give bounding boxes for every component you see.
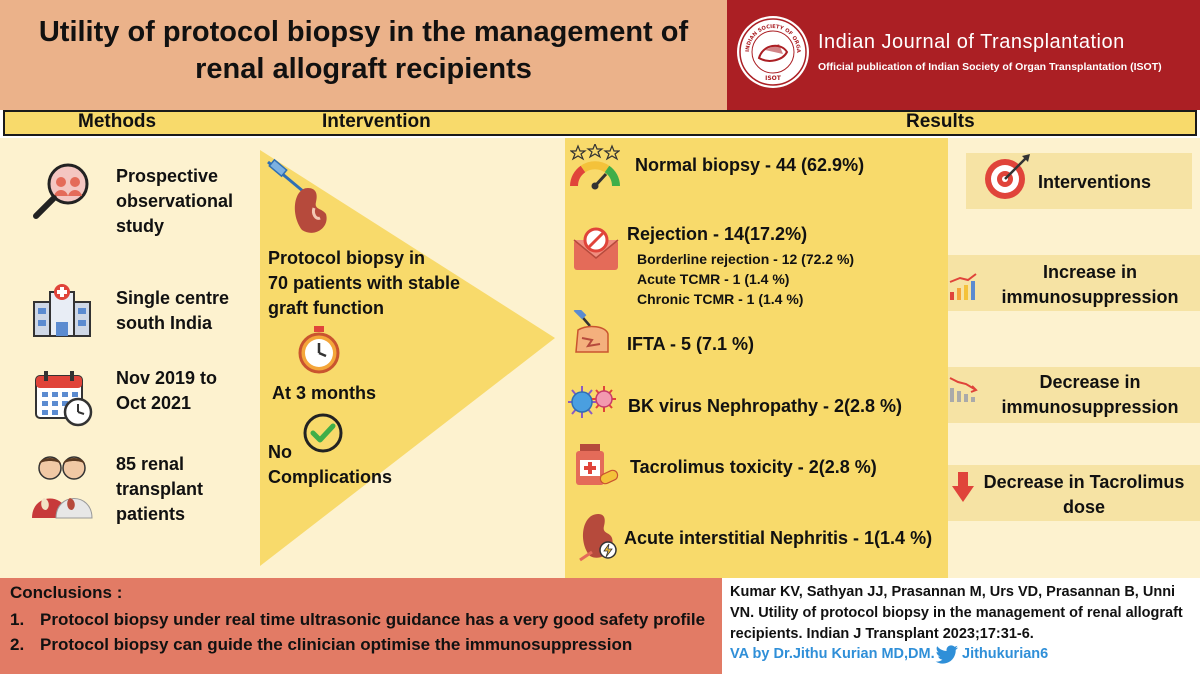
- rejected-mail-icon: [573, 227, 619, 270]
- title-band: [0, 0, 727, 110]
- result-normal: Normal biopsy - 44 (62.9%): [635, 155, 865, 175]
- calendar-clock-icon: [35, 371, 93, 427]
- check-circle-icon: [303, 413, 343, 453]
- section-header-bar: [3, 110, 1197, 136]
- down-arrow-icon: [952, 472, 974, 502]
- bar-chart-down-icon: [949, 377, 978, 402]
- decrease-box: [948, 367, 1200, 423]
- method-centre: Single centre south India: [116, 288, 230, 333]
- kidney-lightning-icon: [579, 514, 617, 562]
- interventions-title: Interventions: [1038, 172, 1152, 192]
- hospital-icon: [33, 284, 91, 337]
- virus-icon: [568, 386, 616, 418]
- twitter-bird-icon[interactable]: [935, 645, 959, 665]
- intervention-tacro-dose: Decrease in Tacrolimus dose: [983, 472, 1185, 517]
- result-acute-tcmr: Acute TCMR - 1 (1.4 %): [637, 271, 790, 287]
- result-ifta: IFTA - 5 (7.1 %): [627, 334, 755, 354]
- method-period: Nov 2019 to Oct 2021: [116, 368, 218, 413]
- gauge-stars-icon: [570, 144, 620, 190]
- method-patients: 85 renal transplant patients: [116, 454, 204, 524]
- methods-heading: Methods: [78, 111, 157, 132]
- target-icon: [985, 154, 1030, 199]
- method-study-type: Prospective observational study: [116, 166, 234, 236]
- result-bk-virus: BK virus Nephropathy - 2(2.8 %): [628, 396, 903, 416]
- increase-box: [948, 255, 1200, 311]
- journal-subtitle: Official publication of Indian Society o…: [818, 61, 1162, 73]
- results-panel: [565, 138, 948, 578]
- conclusion-item-1: 1. Protocol biopsy under real time ultras…: [10, 610, 706, 629]
- stopwatch-icon: [298, 326, 340, 374]
- intervention-complications: No Complications: [268, 442, 393, 487]
- twitter-handle[interactable]: Jithukurian6: [962, 646, 1049, 662]
- citation-panel: [722, 578, 1200, 674]
- result-tacrolimus: Tacrolimus toxicity - 2(2.8 %): [630, 457, 877, 477]
- result-rejection: Rejection - 14(17.2%): [627, 224, 808, 244]
- journal-name: Indian Journal of Transplantation: [818, 31, 1125, 53]
- citation-text: Kumar KV, Sathyan JJ, Prasannan M, Urs V…: [730, 584, 1183, 642]
- conclusions-title: Conclusions :: [10, 583, 123, 602]
- magnifier-people-icon: [33, 163, 89, 219]
- tacro-dose-box: [948, 465, 1200, 521]
- biopsy-needle-kidney-icon: [267, 158, 327, 233]
- medicine-bottle-icon: [576, 444, 619, 485]
- intervention-biopsy: Protocol biopsy in 70 patients with stab…: [268, 248, 461, 318]
- result-chronic-tcmr: Chronic TCMR - 1 (1.4 %): [637, 291, 804, 307]
- intervention-arrow: [260, 150, 555, 566]
- va-credit: VA by Dr.Jithu Kurian MD,DM.: [730, 646, 935, 662]
- intervention-decrease: Decrease in immunosuppression: [1001, 372, 1179, 417]
- conclusion-item-2: 2. Protocol biopsy can guide the clinicia…: [10, 635, 633, 654]
- results-heading: Results: [906, 111, 975, 132]
- bar-chart-up-icon: [949, 273, 977, 300]
- logo-bottom-text: ISOT: [765, 75, 782, 82]
- isot-logo-icon: INDIAN SOCIETY OF ORGAN TRANSPLANTATION …: [735, 14, 809, 88]
- intervention-increase: Increase in immunosuppression: [1001, 262, 1179, 307]
- result-borderline: Borderline rejection - 12 (72.2 %): [637, 251, 855, 267]
- intervention-heading: Intervention: [322, 111, 431, 132]
- fibrosis-icon: [573, 310, 609, 353]
- conclusions-panel: [0, 578, 722, 674]
- patients-icon: [32, 456, 93, 519]
- page-title: Utility of protocol biopsy in the manage…: [0, 14, 727, 88]
- title-line-1: Utility of protocol biopsy in the manage…: [38, 16, 689, 48]
- title-line-2: renal allograft recipients: [195, 53, 532, 85]
- result-ain: Acute interstitial Nephritis - 1(1.4 %): [624, 528, 933, 548]
- intervention-timing: At 3 months: [272, 383, 377, 403]
